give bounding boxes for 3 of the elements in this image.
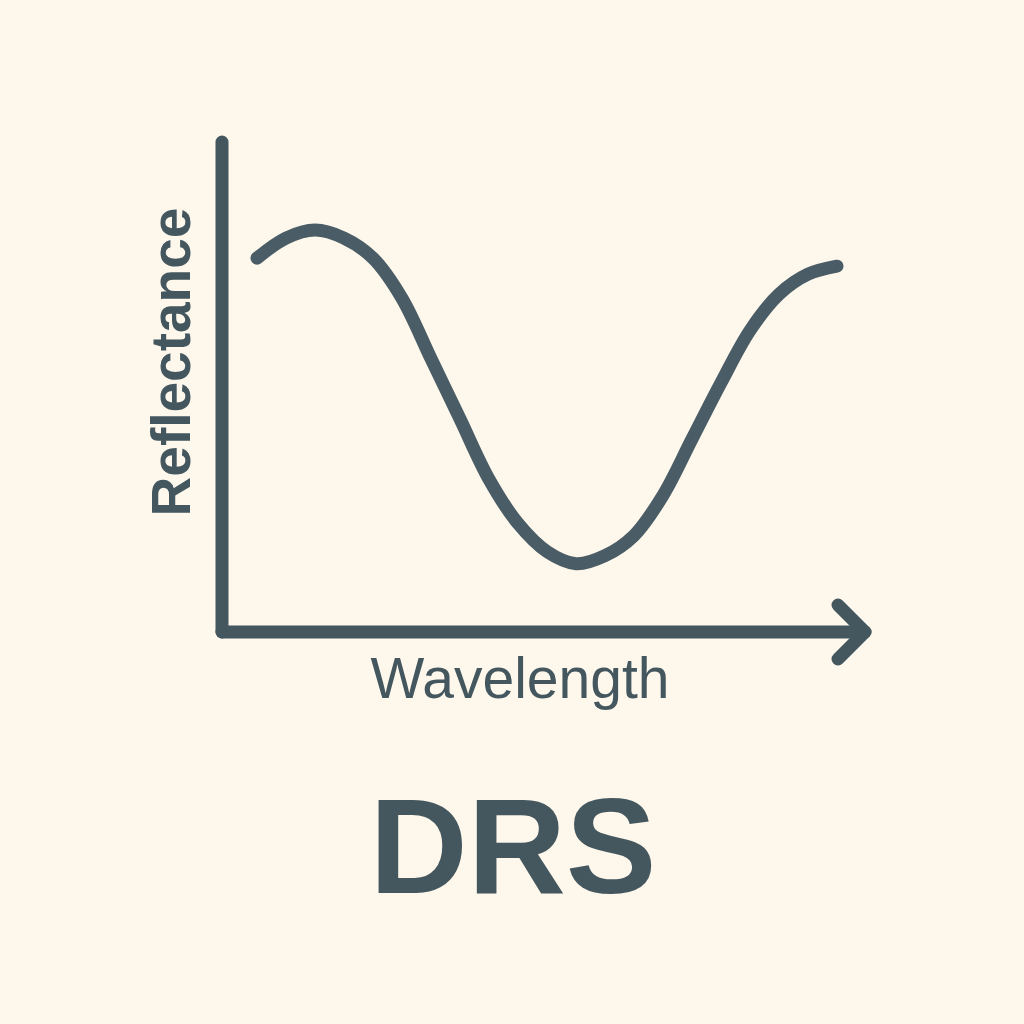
x-axis-title: Wavelength — [370, 646, 670, 710]
y-axis-title: Reflectance — [140, 207, 202, 517]
text: DRS — [369, 770, 657, 922]
